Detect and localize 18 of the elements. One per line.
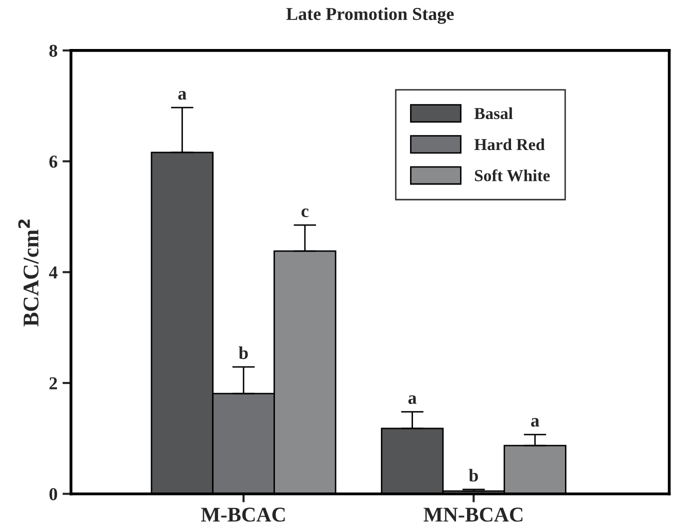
data-label: a	[178, 91, 186, 100]
y-tick-label: 4	[49, 266, 58, 278]
x-tick-label: M-BCAC	[201, 508, 285, 522]
y-tick-label: 0	[49, 488, 58, 500]
data-label: a	[408, 395, 417, 404]
data-label: b	[468, 468, 478, 482]
legend-label: Hard Red	[474, 138, 545, 150]
data-label: a	[531, 418, 540, 427]
legend-label: Soft White	[474, 169, 550, 182]
y-tick-label: 8	[49, 44, 58, 57]
chart-title: Late Promotion Stage	[286, 7, 454, 24]
x-tick-label: MN-BCAC	[424, 508, 522, 522]
legend-label: Basal	[474, 107, 513, 120]
data-label: c	[302, 208, 308, 218]
data-label: b	[238, 346, 248, 360]
y-tick-label: 2	[50, 377, 58, 390]
y-tick-label: 6	[49, 156, 58, 168]
y-axis-title: BCAC/cm$^{2}$	[18, 220, 39, 326]
